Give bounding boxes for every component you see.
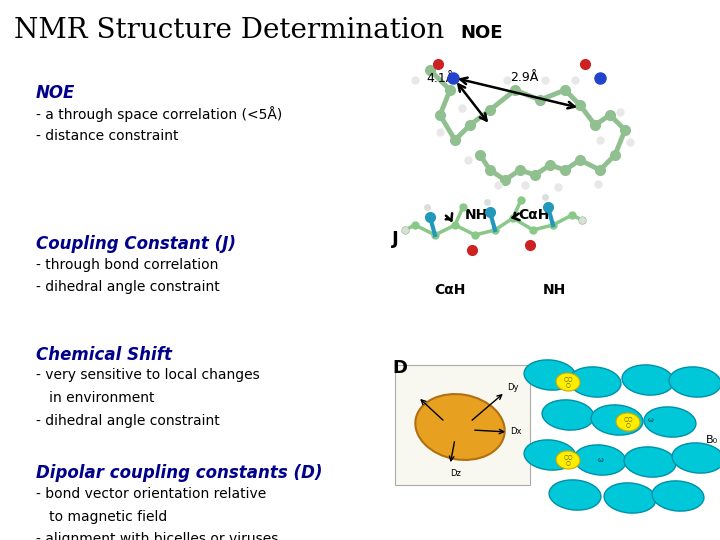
Text: ω: ω xyxy=(597,457,603,463)
Text: - very sensitive to local changes: - very sensitive to local changes xyxy=(36,368,260,382)
Text: - dihedral angle constraint: - dihedral angle constraint xyxy=(36,414,220,428)
Ellipse shape xyxy=(616,413,640,431)
Ellipse shape xyxy=(569,367,621,397)
Text: B₀: B₀ xyxy=(706,435,718,445)
Text: NH: NH xyxy=(543,284,566,298)
Text: NOE: NOE xyxy=(461,24,503,42)
Ellipse shape xyxy=(644,407,696,437)
Ellipse shape xyxy=(669,367,720,397)
Text: ○○
○: ○○ ○ xyxy=(624,416,633,427)
Text: - dihedral angle constraint: - dihedral angle constraint xyxy=(36,280,220,294)
Text: J: J xyxy=(392,230,399,247)
Text: - distance constraint: - distance constraint xyxy=(36,129,179,143)
Text: ○○
○: ○○ ○ xyxy=(563,455,572,465)
Ellipse shape xyxy=(556,373,580,391)
Ellipse shape xyxy=(622,365,674,395)
Text: NOE: NOE xyxy=(36,84,76,102)
Text: Dz: Dz xyxy=(450,469,461,478)
Text: Chemical Shift: Chemical Shift xyxy=(36,346,172,363)
Ellipse shape xyxy=(415,394,505,460)
Text: 2.9Å: 2.9Å xyxy=(510,71,539,84)
Text: ○○
○: ○○ ○ xyxy=(563,376,572,387)
Ellipse shape xyxy=(604,483,656,513)
Ellipse shape xyxy=(556,451,580,469)
Text: CαH: CαH xyxy=(518,208,550,222)
Text: ω: ω xyxy=(647,417,653,423)
Text: Coupling Constant (J): Coupling Constant (J) xyxy=(36,235,236,253)
Ellipse shape xyxy=(574,445,626,475)
Text: - bond vector orientation relative: - bond vector orientation relative xyxy=(36,487,266,501)
Text: NH: NH xyxy=(464,208,487,222)
Text: - alignment with bicelles or viruses: - alignment with bicelles or viruses xyxy=(36,532,279,540)
Text: - through bond correlation: - through bond correlation xyxy=(36,258,218,272)
Text: - a through space correlation (<5Å): - a through space correlation (<5Å) xyxy=(36,106,282,123)
Bar xyxy=(395,365,530,485)
Text: in environment: in environment xyxy=(36,391,155,405)
Ellipse shape xyxy=(542,400,594,430)
Ellipse shape xyxy=(524,360,576,390)
Ellipse shape xyxy=(672,443,720,473)
Ellipse shape xyxy=(591,405,643,435)
Ellipse shape xyxy=(524,440,576,470)
Text: Dx: Dx xyxy=(510,428,521,436)
Text: CαH: CαH xyxy=(434,284,466,298)
Text: 4.1Å: 4.1Å xyxy=(427,72,455,85)
Ellipse shape xyxy=(624,447,676,477)
Text: Dy: Dy xyxy=(507,383,518,392)
Text: to magnetic field: to magnetic field xyxy=(36,510,167,524)
Text: Dipolar coupling constants (D): Dipolar coupling constants (D) xyxy=(36,464,323,482)
Ellipse shape xyxy=(549,480,601,510)
Ellipse shape xyxy=(652,481,704,511)
Text: D: D xyxy=(392,359,408,377)
Text: NMR Structure Determination: NMR Structure Determination xyxy=(14,17,445,44)
